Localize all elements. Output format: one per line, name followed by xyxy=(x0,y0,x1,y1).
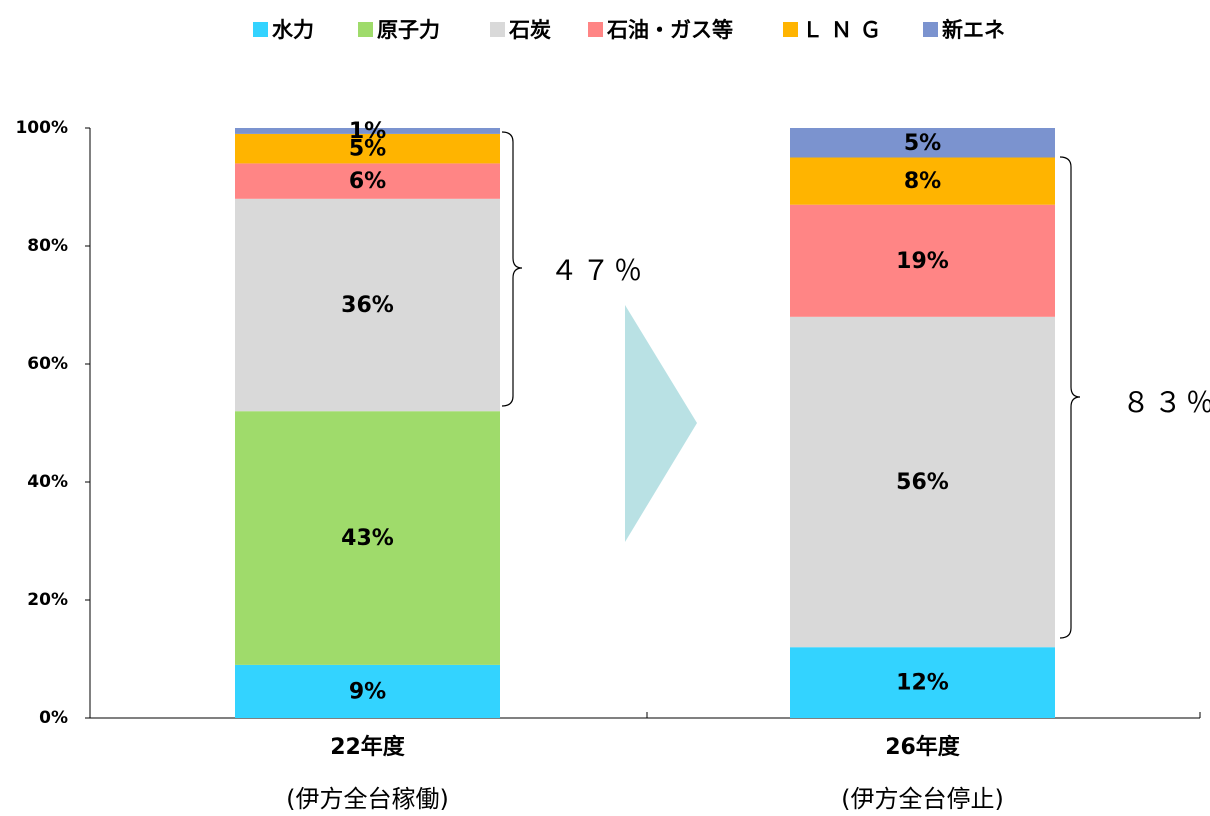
y-tick-label: 0% xyxy=(39,708,68,728)
annotation: ８３％ xyxy=(1122,386,1210,419)
bar-segment xyxy=(790,204,1055,317)
legend-swatch xyxy=(490,22,505,37)
annotation: ４７％ xyxy=(550,254,646,287)
value-label: 56% xyxy=(896,470,949,495)
bar-segment xyxy=(790,157,1055,205)
x-tick-label: 26年度 xyxy=(885,734,961,760)
bar-segment xyxy=(235,163,500,199)
y-tick-label: 100% xyxy=(15,118,68,138)
legend-label: 石炭 xyxy=(508,18,551,42)
y-tick-label: 60% xyxy=(27,354,68,374)
x-sublabel: (伊方全台停止) xyxy=(841,785,1004,813)
value-label: 12% xyxy=(896,671,949,696)
y-tick-label: 80% xyxy=(27,236,68,256)
bar-segment xyxy=(235,133,500,164)
bracket xyxy=(501,131,523,407)
legend-swatch xyxy=(253,22,268,37)
value-label: 19% xyxy=(896,249,949,274)
y-tick-label: 40% xyxy=(27,472,68,492)
bar-segment xyxy=(235,411,500,665)
value-label: 8% xyxy=(904,169,941,194)
bracket xyxy=(1059,156,1081,639)
bar-segment xyxy=(790,128,1055,158)
legend-label: 水力 xyxy=(272,18,314,42)
value-label: 9% xyxy=(349,679,386,704)
legend-label: ＬＮＧ xyxy=(802,18,889,42)
bar-segment xyxy=(235,664,500,718)
value-label: 5% xyxy=(349,137,386,162)
x-tick-label: 22年度 xyxy=(330,734,406,760)
legend-swatch xyxy=(923,22,938,37)
bar-segment xyxy=(235,198,500,412)
value-label: 1% xyxy=(349,119,386,144)
value-label: 5% xyxy=(904,131,941,156)
legend-label: 新エネ xyxy=(942,18,1005,42)
legend-swatch xyxy=(588,22,603,37)
x-sublabel: (伊方全台稼働) xyxy=(286,785,449,813)
legend-swatch xyxy=(783,22,798,37)
legend-swatch xyxy=(358,22,373,37)
legend-label: 原子力 xyxy=(377,18,440,42)
legend-label: 石油・ガス等 xyxy=(606,18,733,42)
bar-segment xyxy=(790,647,1055,718)
y-tick-label: 20% xyxy=(27,590,68,610)
arrow xyxy=(625,305,697,542)
value-label: 36% xyxy=(341,293,394,318)
value-label: 6% xyxy=(349,169,386,194)
bar-segment xyxy=(235,128,500,134)
value-label: 43% xyxy=(341,526,394,551)
bar-segment xyxy=(790,316,1055,648)
